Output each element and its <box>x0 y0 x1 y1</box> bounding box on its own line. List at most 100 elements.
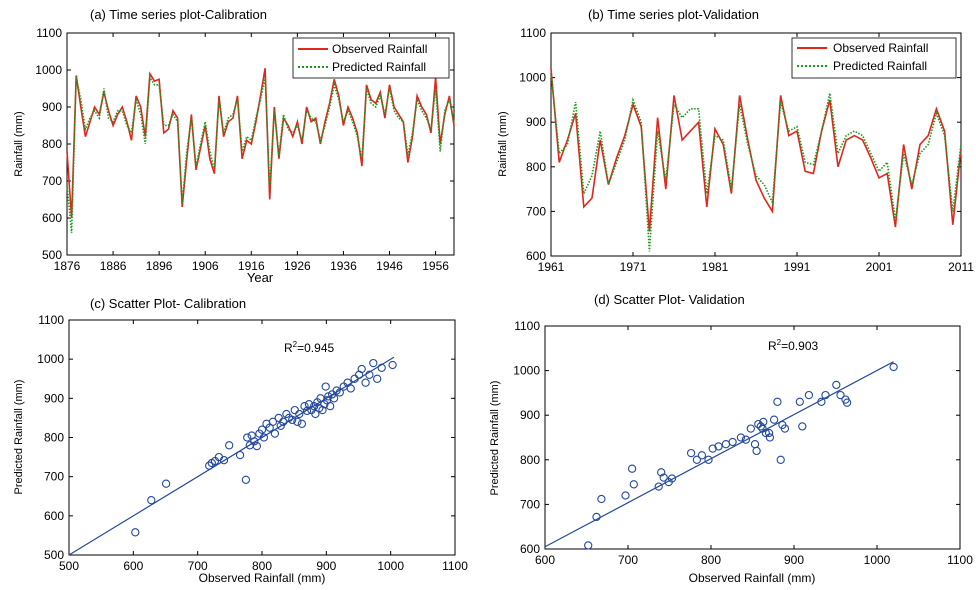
x-tick-label: 700 <box>618 553 638 567</box>
scatter-point <box>335 388 344 397</box>
scatter-point <box>241 475 251 484</box>
regression-line <box>68 356 395 556</box>
legend-observed-label: Observed Rainfall <box>332 42 427 56</box>
legend-box <box>292 37 450 79</box>
scatter-point <box>293 417 302 426</box>
scatter-point <box>836 390 845 400</box>
scatter-point <box>889 362 898 372</box>
scatter-point <box>365 370 374 379</box>
y-tick-label: 500 <box>42 248 62 262</box>
scatter-point <box>321 382 330 391</box>
x-axis-label: Observed Rainfall (mm) <box>199 571 326 585</box>
axis-ticks: 500 600 700 800 900 1000 1100 500 600 700 800 900 10… <box>37 313 468 573</box>
y-tick-label: 1100 <box>520 26 546 40</box>
scatter-point <box>369 358 378 368</box>
scatter-point <box>361 378 370 387</box>
scatter-point <box>629 480 638 489</box>
y-tick-label: 1000 <box>35 63 62 77</box>
y-tick-label: 800 <box>44 431 64 445</box>
scatter-point <box>290 405 299 415</box>
scatter-point <box>131 528 140 537</box>
y-tick-label: 900 <box>526 115 546 129</box>
scatter-point <box>708 444 717 453</box>
y-tick-label: 700 <box>44 470 64 484</box>
x-tick-label: 2011 <box>948 260 974 274</box>
x-tick-label: 1956 <box>422 259 449 273</box>
y-tick-label: 900 <box>44 391 64 405</box>
y-tick-label: 1000 <box>37 352 64 366</box>
y-axis-label: Rainfall (mm) <box>497 111 509 176</box>
scatter-point <box>268 417 278 426</box>
x-tick-label: 1906 <box>192 259 219 273</box>
x-tick-label: 1991 <box>784 260 811 274</box>
scatter-point <box>225 441 234 450</box>
scatter-point <box>752 446 761 456</box>
scatter-point <box>773 397 782 406</box>
r-squared-annotation: R2=0.945 <box>284 340 334 355</box>
scatter-point <box>842 398 852 407</box>
scatter-point <box>817 397 826 406</box>
legend-box <box>791 37 957 79</box>
x-tick-label: 1926 <box>284 259 311 273</box>
scatter-point <box>592 512 601 522</box>
scatter-point <box>346 384 355 393</box>
y-tick-label: 1100 <box>38 313 64 327</box>
scatter-point <box>667 474 677 483</box>
scatter-point <box>821 390 830 400</box>
plot-area-frame <box>544 325 961 550</box>
scatter-point <box>297 419 307 428</box>
x-tick-label: 1916 <box>238 259 265 273</box>
scatter-point <box>659 473 668 482</box>
y-tick-label: 700 <box>526 204 546 218</box>
axis-ticks: 600 700 800 900 1000 1100 600 700 800 900 1000 1100 <box>513 319 973 567</box>
scatter-marks <box>544 361 898 550</box>
scatter-point <box>736 433 746 442</box>
scatter-point <box>795 397 804 406</box>
scatter-point <box>373 374 382 383</box>
chart-title: (c) Scatter Plot- Calibration <box>90 296 246 311</box>
y-tick-label: 1000 <box>513 364 540 378</box>
x-tick-label: 1886 <box>100 259 127 273</box>
scatter-point <box>704 455 713 464</box>
scatter-point <box>761 428 770 438</box>
x-tick-label: 1981 <box>702 260 729 274</box>
panel-d-scatter-validation: (d) Scatter Plot- Validation 600 700 800 90… <box>489 292 973 585</box>
r-squared-annotation: R2=0.903 <box>768 338 818 353</box>
scatter-point <box>769 415 779 424</box>
scatter-point <box>252 441 262 451</box>
scatter-point <box>627 464 637 473</box>
x-tick-label: 1896 <box>146 259 173 273</box>
y-axis-label: Rainfall (mm) <box>13 111 25 176</box>
data-lines <box>66 68 455 233</box>
scatter-point <box>235 450 245 460</box>
scatter-point <box>759 417 768 427</box>
scatter-point <box>780 424 790 433</box>
x-tick-label: 1000 <box>377 559 404 573</box>
legend: Observed Rainfall Predicted Rainfall <box>292 37 450 79</box>
y-tick-label: 600 <box>42 211 62 225</box>
y-tick-label: 800 <box>526 160 546 174</box>
regression-line <box>544 361 894 548</box>
axis-ticks: 1876 1886 1896 1906 1916 1926 1936 1946 1956 500 6… <box>35 26 454 273</box>
scatter-point <box>377 363 386 372</box>
scatter-point <box>621 491 630 500</box>
scatter-point <box>686 448 696 458</box>
y-axis-label: Predicted Rainfall (mm) <box>489 381 501 496</box>
x-tick-label: 1876 <box>54 259 81 273</box>
y-tick-label: 500 <box>44 548 64 562</box>
scatter-point <box>764 428 774 438</box>
scatter-point <box>756 422 765 431</box>
scatter-point <box>754 419 763 429</box>
scatter-point <box>584 541 593 550</box>
x-tick-label: 600 <box>123 559 143 573</box>
series-line-predicted <box>66 74 455 233</box>
scatter-point <box>798 422 807 431</box>
scatter-point <box>257 425 267 434</box>
scatter-point <box>219 456 229 465</box>
scatter-point <box>311 409 320 419</box>
scatter-point <box>721 440 731 449</box>
y-tick-label: 700 <box>42 174 62 188</box>
scatter-point <box>654 482 663 491</box>
x-tick-label: 2001 <box>866 260 893 274</box>
x-tick-label: 800 <box>701 553 721 567</box>
